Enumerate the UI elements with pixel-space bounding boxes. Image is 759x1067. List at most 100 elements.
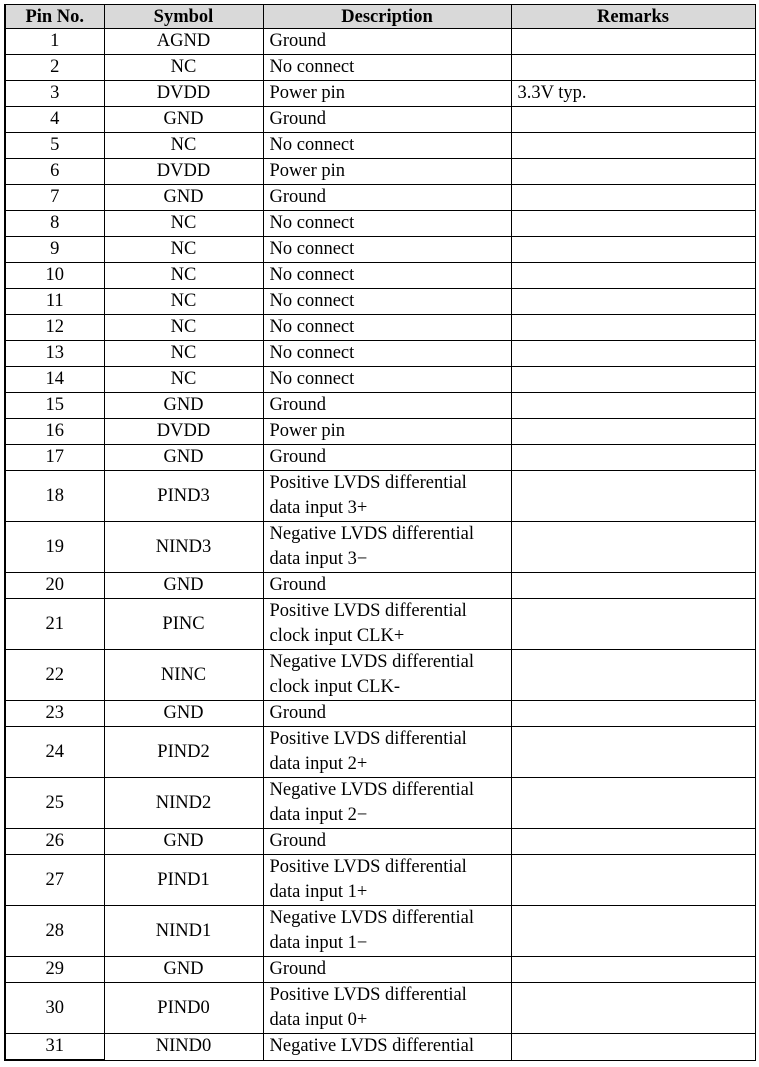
description-line: Ground — [269, 703, 327, 723]
table-row: 5 NC No connect — [4, 132, 756, 159]
remarks-cell — [510, 726, 756, 778]
remarks-cell — [510, 982, 756, 1034]
description-line: No connect — [269, 57, 355, 77]
description-line: Positive LVDS differential — [269, 601, 467, 621]
table-row: 20 GND Ground — [4, 572, 756, 599]
symbol-cell: PIND1 — [103, 854, 264, 906]
symbol-cell: PIND2 — [103, 726, 264, 778]
symbol-cell: NIND0 — [103, 1033, 264, 1061]
symbol-cell: DVDD — [103, 418, 264, 445]
description-line: Power pin — [269, 83, 346, 103]
description-line: No connect — [269, 317, 355, 337]
table-row: 14 NC No connect — [4, 366, 756, 393]
remarks-cell — [510, 288, 756, 315]
symbol-cell: NC — [103, 262, 264, 289]
pin-number-cell: 4 — [4, 106, 105, 133]
pin-number-cell: 11 — [4, 288, 105, 315]
pin-number-cell: 6 — [4, 158, 105, 185]
description-line: Power pin — [269, 161, 346, 181]
description-line: Power pin — [269, 421, 346, 441]
table-row: 2 NC No connect — [4, 54, 756, 81]
table-body: 1 AGND Ground 2 NC No connect 3 DVDD Power pin 3.… — [4, 28, 756, 1061]
remarks-cell — [510, 210, 756, 237]
description-cell: No connect — [262, 262, 512, 289]
symbol-cell: NIND3 — [103, 521, 264, 573]
pin-number-cell: 29 — [4, 956, 105, 983]
table-row: 24 PIND2 Positive LVDS differential data in… — [4, 726, 756, 778]
description-line: Positive LVDS differential — [269, 985, 467, 1005]
description-cell: Ground — [262, 700, 512, 727]
pin-number-cell: 15 — [4, 392, 105, 419]
remarks-cell — [510, 777, 756, 829]
table-row: 10 NC No connect — [4, 262, 756, 289]
table-row: 27 PIND1 Positive LVDS differential data in… — [4, 854, 756, 906]
table-row: 26 GND Ground — [4, 828, 756, 855]
description-cell: Power pin — [262, 158, 512, 185]
symbol-cell: PIND3 — [103, 470, 264, 522]
description-line: No connect — [269, 343, 355, 363]
remarks-cell — [510, 158, 756, 185]
description-line: Ground — [269, 447, 327, 467]
header-pin-no: Pin No. — [4, 4, 105, 29]
remarks-cell — [510, 262, 756, 289]
table-row: 31 NIND0 Negative LVDS differential — [4, 1033, 756, 1061]
remarks-cell — [510, 314, 756, 341]
remarks-cell — [510, 598, 756, 650]
table-row: 3 DVDD Power pin 3.3V typ. — [4, 80, 756, 107]
header-row: Pin No. Symbol Description Remarks — [4, 4, 756, 29]
table-row: 4 GND Ground — [4, 106, 756, 133]
description-line: Negative LVDS differential — [269, 1036, 474, 1057]
symbol-cell: NC — [103, 236, 264, 263]
description-cell: Negative LVDS differential data input 1− — [262, 905, 512, 957]
remarks-cell — [510, 905, 756, 957]
description-line: data input 1+ — [269, 882, 368, 902]
table-row: 21 PINC Positive LVDS differential clock in… — [4, 598, 756, 650]
description-cell: Positive LVDS differential data input 0+ — [262, 982, 512, 1034]
pin-number-cell: 16 — [4, 418, 105, 445]
pin-number-cell: 30 — [4, 982, 105, 1034]
table-row: 30 PIND0 Positive LVDS differential data in… — [4, 982, 756, 1034]
pin-number-cell: 14 — [4, 366, 105, 393]
description-cell: Power pin — [262, 418, 512, 445]
table-row: 13 NC No connect — [4, 340, 756, 367]
remarks-cell — [510, 700, 756, 727]
symbol-cell: DVDD — [103, 80, 264, 107]
pin-number-cell: 3 — [4, 80, 105, 107]
pin-number-cell: 10 — [4, 262, 105, 289]
header-remarks: Remarks — [510, 4, 756, 29]
symbol-cell: NIND1 — [103, 905, 264, 957]
description-line: data input 0+ — [269, 1010, 368, 1030]
symbol-cell: NC — [103, 340, 264, 367]
description-line: Negative LVDS differential — [269, 908, 474, 928]
description-cell: Negative LVDS differential data input 2− — [262, 777, 512, 829]
symbol-cell: PIND0 — [103, 982, 264, 1034]
symbol-cell: GND — [103, 444, 264, 471]
description-line: Ground — [269, 959, 327, 979]
description-line: No connect — [269, 291, 355, 311]
remarks-cell — [510, 649, 756, 701]
description-cell: Ground — [262, 28, 512, 55]
description-line: data input 3+ — [269, 498, 368, 518]
description-cell: Negative LVDS differential — [262, 1033, 512, 1061]
table-row: 8 NC No connect — [4, 210, 756, 237]
description-cell: Negative LVDS differential data input 3− — [262, 521, 512, 573]
table-row: 11 NC No connect — [4, 288, 756, 315]
description-line: Negative LVDS differential — [269, 524, 474, 544]
header-symbol: Symbol — [103, 4, 264, 29]
description-line: Positive LVDS differential — [269, 729, 467, 749]
pin-number-cell: 23 — [4, 700, 105, 727]
pin-number-cell: 7 — [4, 184, 105, 211]
symbol-cell: NIND2 — [103, 777, 264, 829]
symbol-cell: NC — [103, 210, 264, 237]
remarks-cell — [510, 106, 756, 133]
pin-number-cell: 5 — [4, 132, 105, 159]
description-cell: Power pin — [262, 80, 512, 107]
table-row: 19 NIND3 Negative LVDS differential data in… — [4, 521, 756, 573]
symbol-cell: GND — [103, 700, 264, 727]
description-cell: Positive LVDS differential data input 3+ — [262, 470, 512, 522]
table-row: 25 NIND2 Negative LVDS differential data in… — [4, 777, 756, 829]
table-row: 23 GND Ground — [4, 700, 756, 727]
remarks-cell — [510, 392, 756, 419]
pin-number-cell: 27 — [4, 854, 105, 906]
pin-number-cell: 25 — [4, 777, 105, 829]
